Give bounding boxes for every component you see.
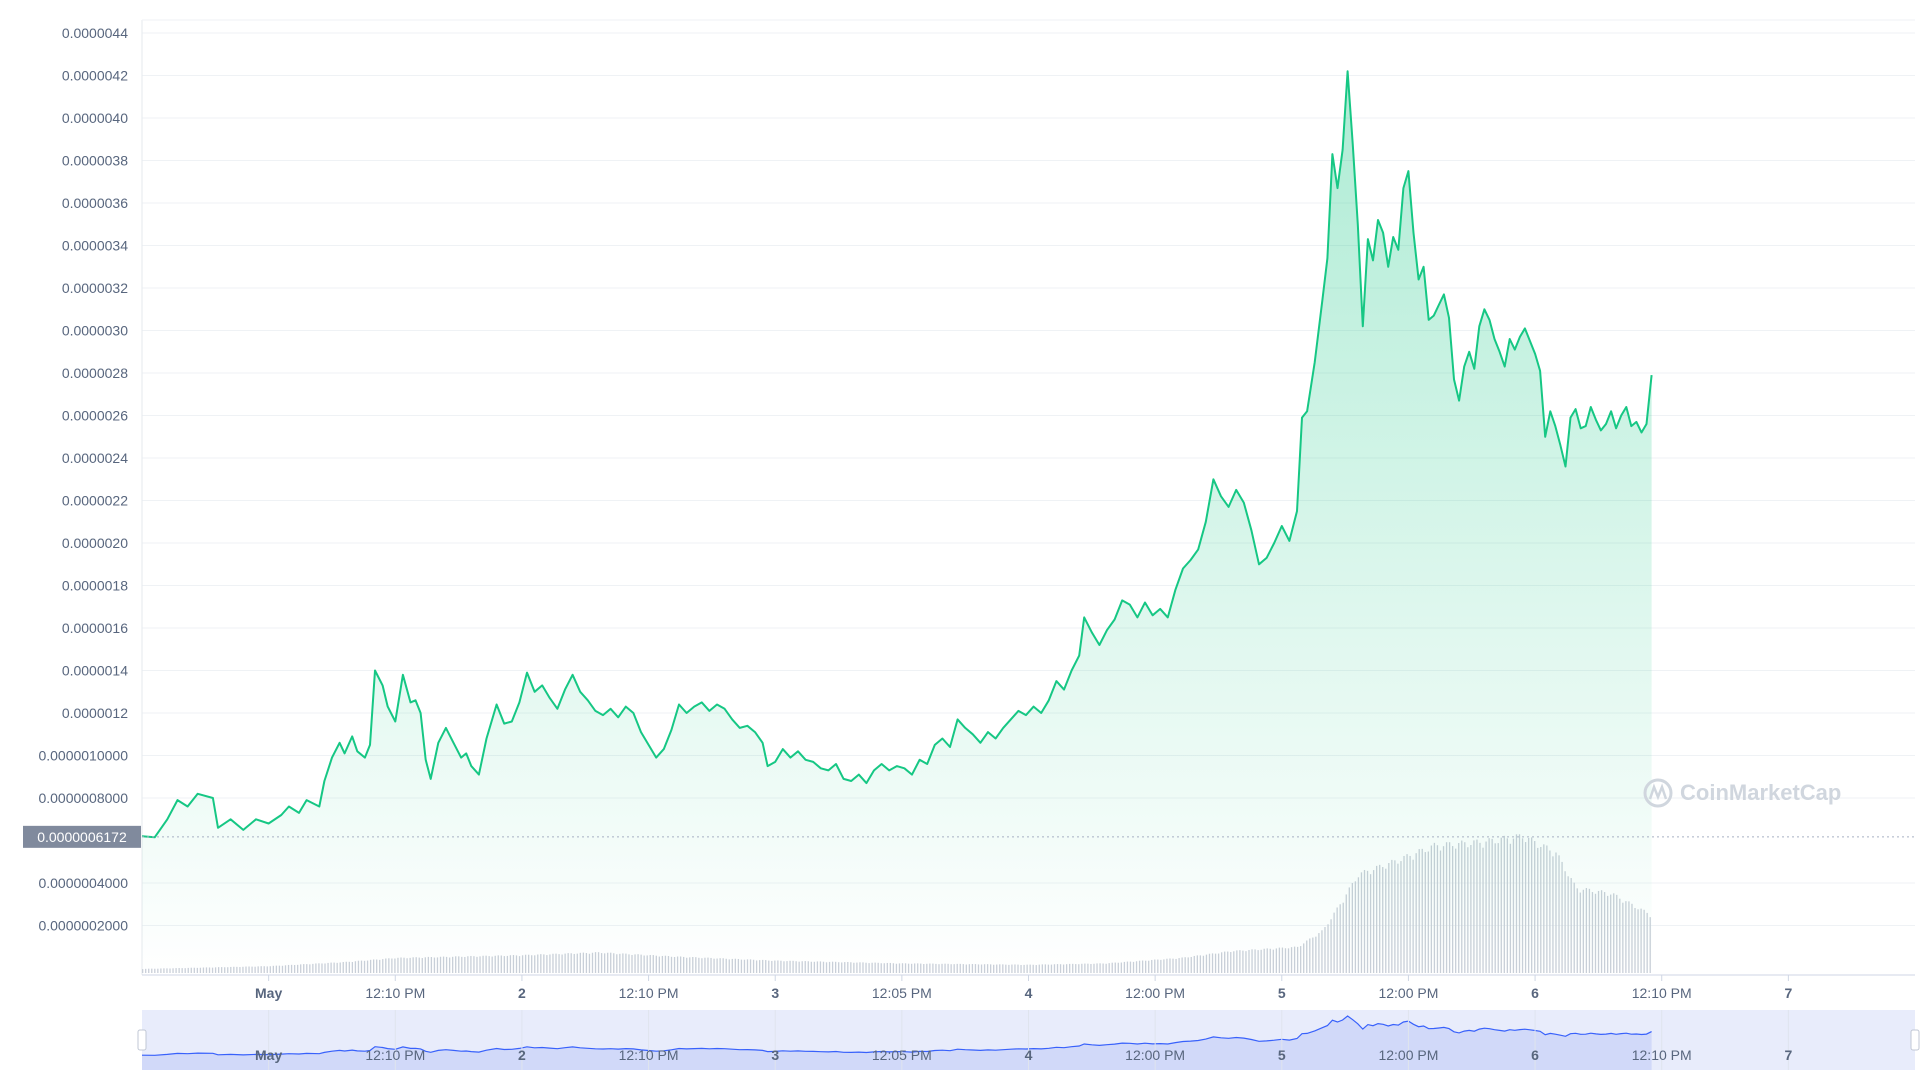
price-line	[141, 70, 1653, 839]
x-tick-label: 4	[1025, 985, 1033, 1001]
x-tick-label: 7	[1784, 985, 1792, 1001]
watermark: CoinMarketCap	[1643, 778, 1841, 808]
y-tick-label: 0.0000004000	[38, 875, 128, 891]
navigator-tick-label: 7	[1784, 1047, 1792, 1063]
y-tick-label: 0.0000034	[62, 238, 128, 254]
price-area-fill	[142, 71, 1652, 976]
x-tick-label: 12:00 PM	[1378, 985, 1438, 1001]
y-tick-label: 0.0000032	[62, 280, 128, 296]
x-tick-label: 5	[1278, 985, 1286, 1001]
y-tick-label: 0.0000038	[62, 153, 128, 169]
x-tick-label: May	[255, 985, 282, 1001]
current-price-label: 0.0000006172	[37, 829, 127, 845]
navigator-tick-label: 5	[1278, 1047, 1286, 1063]
x-tick-label: 3	[771, 985, 779, 1001]
y-tick-label: 0.0000022	[62, 493, 128, 509]
range-navigator[interactable]: May 12:10 PM 2 12:10 PM 3 12:05 PM 4 12:00 PM 5 1…	[137, 1010, 1920, 1070]
navigator-tick-label: 12:10 PM	[1632, 1047, 1692, 1063]
y-tick-label: 0.0000020	[62, 535, 128, 551]
y-tick-label: 0.0000026	[62, 408, 128, 424]
y-tick-label: 0.0000010000	[38, 748, 128, 764]
y-tick-label: 0.0000016	[62, 620, 128, 636]
y-tick-label: 0.0000030	[62, 323, 128, 339]
x-tick-label: 2	[518, 985, 526, 1001]
y-tick-label: 0.0000040	[62, 110, 128, 126]
x-tick-label: 12:00 PM	[1125, 985, 1185, 1001]
navigator-tick-label: 12:05 PM	[872, 1047, 932, 1063]
y-tick-label: 0.0000014	[62, 663, 128, 679]
navigator-right-handle[interactable]	[1910, 1029, 1920, 1051]
x-tick-label: 12:05 PM	[872, 985, 932, 1001]
navigator-tick-label: 6	[1531, 1047, 1539, 1063]
x-axis-ticks: May 12:10 PM 2 12:10 PM 3 12:05 PM 4 12:00 PM 5 1…	[255, 975, 1792, 1001]
watermark-text: CoinMarketCap	[1680, 780, 1841, 805]
x-tick-label: 12:10 PM	[365, 985, 425, 1001]
y-tick-label: 0.0000018	[62, 578, 128, 594]
y-axis-ticks: 0.0000044 0.0000042 0.0000040 0.0000038 0.00…	[38, 25, 128, 934]
y-tick-label: 0.0000042	[62, 68, 128, 84]
navigator-tick-label: 12:10 PM	[365, 1047, 425, 1063]
price-area	[141, 70, 1653, 976]
y-tick-label: 0.0000028	[62, 365, 128, 381]
navigator-tick-label: 4	[1025, 1047, 1033, 1063]
y-tick-label: 0.0000012	[62, 705, 128, 721]
current-price-badge	[23, 825, 141, 848]
x-tick-label: 12:10 PM	[1632, 985, 1692, 1001]
y-tick-label: 0.0000002000	[38, 918, 128, 934]
navigator-tick-label: 12:00 PM	[1125, 1047, 1185, 1063]
navigator-tick-label: 12:10 PM	[619, 1047, 679, 1063]
coinmarketcap-logo-icon	[1643, 778, 1673, 808]
x-tick-label: 6	[1531, 985, 1539, 1001]
current-price-marker: 0.0000006172	[23, 825, 1915, 848]
y-tick-label: 0.0000024	[62, 450, 128, 466]
y-tick-label: 0.0000036	[62, 195, 128, 211]
navigator-tick-label: 12:00 PM	[1378, 1047, 1438, 1063]
navigator-left-handle[interactable]	[137, 1029, 147, 1051]
navigator-tick-label: 3	[771, 1047, 779, 1063]
navigator-line	[141, 1015, 1652, 1056]
x-tick-label: 12:10 PM	[619, 985, 679, 1001]
y-tick-label: 0.0000044	[62, 25, 128, 41]
navigator-tick-label: 2	[518, 1047, 526, 1063]
navigator-tick-label: May	[255, 1047, 282, 1063]
navigator-area	[142, 1016, 1652, 1070]
y-tick-label: 0.0000008000	[38, 790, 128, 806]
